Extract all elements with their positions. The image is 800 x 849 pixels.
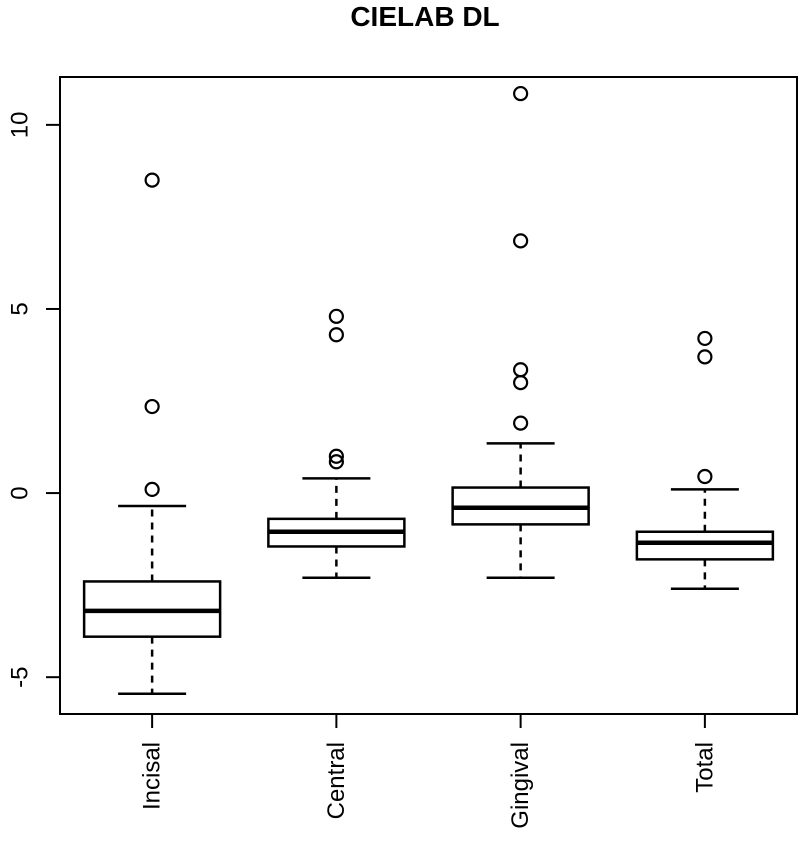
x-tick-label: Incisal [139, 742, 166, 810]
x-tick-label: Gingival [507, 742, 534, 829]
outlier-point [697, 330, 713, 347]
box-iqr [635, 530, 775, 561]
outlier-point [513, 375, 529, 391]
y-tick-label: 0 [7, 486, 34, 499]
y-tick-label: -5 [7, 667, 34, 688]
outlier-point [328, 308, 344, 324]
boxes [82, 85, 775, 695]
outlier-point [513, 362, 529, 378]
box-group-total [635, 330, 775, 591]
outlier-point [513, 85, 529, 102]
outlier-point [144, 172, 160, 188]
x-axis: Incisal Central Gingival Total [139, 714, 718, 829]
box-group-central [267, 308, 406, 580]
y-tick-label: 5 [7, 302, 34, 315]
outlier-point [697, 349, 713, 365]
chart-title: CIELAB DL [350, 1, 499, 32]
plot-frame [59, 76, 798, 715]
outlier-point [144, 481, 160, 497]
box-group-gingival [451, 85, 590, 580]
outlier-point [328, 454, 344, 470]
outlier-point [697, 468, 713, 485]
y-axis: -5 0 5 10 [7, 112, 60, 688]
outlier-point [328, 448, 344, 464]
box-group-incisal [82, 172, 222, 695]
outlier-point [144, 398, 160, 415]
outlier-point [328, 327, 344, 343]
outlier-point [513, 233, 529, 249]
x-tick-label: Total [691, 742, 718, 793]
outlier-point [513, 415, 529, 431]
y-tick-label: 10 [7, 112, 34, 139]
x-tick-label: Central [323, 742, 350, 819]
